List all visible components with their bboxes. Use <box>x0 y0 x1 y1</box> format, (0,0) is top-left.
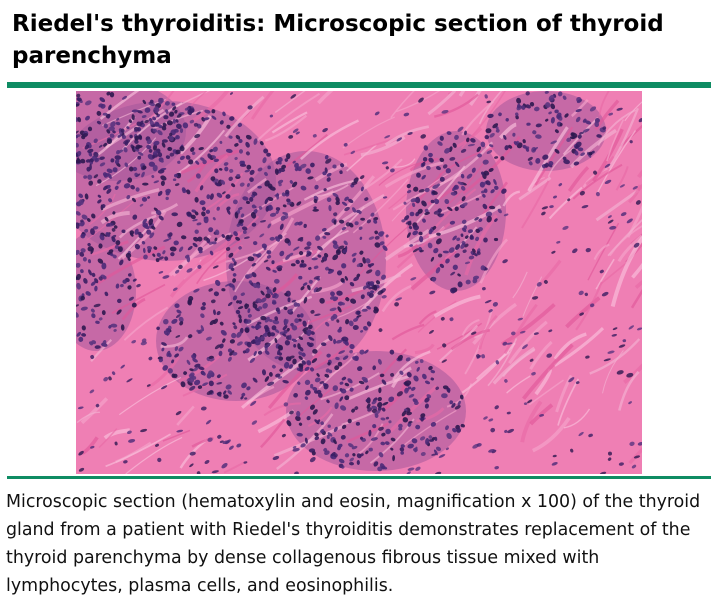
figure-divider <box>7 476 711 479</box>
micrograph-image <box>76 91 642 474</box>
page-title: Riedel's thyroiditis: Microscopic sectio… <box>12 11 664 69</box>
header-divider <box>7 82 711 88</box>
micrograph-drawing <box>76 91 642 474</box>
figure-caption: Microscopic section (hematoxylin and eos… <box>6 492 701 596</box>
